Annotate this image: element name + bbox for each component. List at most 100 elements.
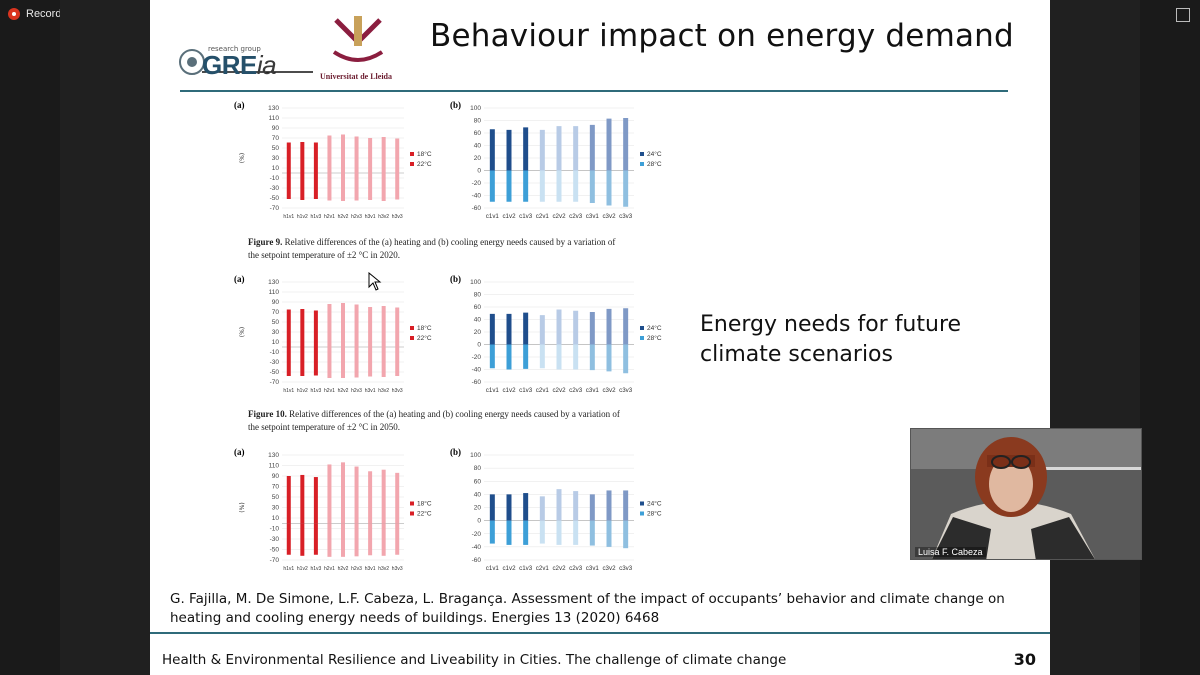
bar-18c-h3v1 xyxy=(368,347,373,377)
bar-18c-h1v2 xyxy=(300,523,305,556)
x-tick-label: h2v1 xyxy=(324,214,335,220)
x-tick-label: h2v3 xyxy=(351,388,362,394)
bar-22c-h1v1 xyxy=(286,309,291,347)
panel-label: (a) xyxy=(234,447,245,457)
bar-22c-h3v3 xyxy=(395,472,400,524)
panel-label: (b) xyxy=(450,100,461,110)
bar-24c-c1v3 xyxy=(523,312,529,345)
y-tick-label: 60 xyxy=(474,130,482,137)
university-name: Universitat de Lleida xyxy=(320,72,392,81)
x-tick-label: h2v2 xyxy=(338,566,349,572)
bar-24c-c1v1 xyxy=(489,313,495,345)
x-tick-label: c1v3 xyxy=(519,565,533,572)
bar-24c-c1v2 xyxy=(506,313,512,345)
x-tick-label: c3v3 xyxy=(619,213,633,220)
header-divider xyxy=(180,90,1008,92)
y-tick-label: 10 xyxy=(272,165,280,172)
x-tick-label: h3v1 xyxy=(365,388,376,394)
y-tick-label: 0 xyxy=(477,518,481,525)
bar-22c-h2v2 xyxy=(341,303,345,347)
x-tick-label: c3v2 xyxy=(602,387,616,394)
bar-22c-h1v2 xyxy=(300,142,305,173)
slide-footer: Health & Environmental Resilience and Li… xyxy=(162,652,787,668)
y-tick-label: 130 xyxy=(268,105,279,112)
bar-28c-c3v2 xyxy=(606,344,612,372)
y-tick-label: -70 xyxy=(270,379,280,386)
bar-18c-h3v3 xyxy=(395,347,400,376)
y-tick-label: 90 xyxy=(272,125,280,132)
bar-18c-h2v3 xyxy=(354,347,359,378)
x-tick-label: c3v1 xyxy=(586,387,600,394)
legend-swatch xyxy=(640,162,644,166)
legend-label: 22°C xyxy=(417,160,432,168)
x-tick-label: h3v2 xyxy=(378,566,389,572)
caption-label: Figure 10. xyxy=(248,409,287,419)
y-tick-label: 80 xyxy=(474,118,482,125)
y-tick-label: 60 xyxy=(474,478,482,485)
x-tick-label: h3v1 xyxy=(365,566,376,572)
y-tick-label: -10 xyxy=(270,349,280,356)
y-tick-label: -50 xyxy=(270,369,280,376)
y-tick-label: -60 xyxy=(472,557,482,564)
y-tick-label: 90 xyxy=(272,473,280,480)
bar-22c-h3v2 xyxy=(381,469,386,524)
x-tick-label: c1v1 xyxy=(486,387,500,394)
bar-22c-h2v1 xyxy=(327,304,332,347)
bar-18c-h3v3 xyxy=(395,523,400,555)
bar-18c-h3v3 xyxy=(395,173,400,200)
y-tick-label: 20 xyxy=(474,505,482,512)
x-tick-label: c3v1 xyxy=(586,213,600,220)
bar-18c-h1v1 xyxy=(286,347,291,376)
participant-video[interactable]: Luisa F. Cabeza xyxy=(910,428,1142,560)
y-tick-label: 100 xyxy=(470,279,481,286)
y-tick-label: -30 xyxy=(270,536,280,543)
bar-24c-c2v3 xyxy=(573,491,579,521)
x-tick-label: h1v2 xyxy=(297,214,308,220)
y-tick-label: 80 xyxy=(474,465,482,472)
x-tick-label: h2v2 xyxy=(338,214,349,220)
bar-24c-c2v3 xyxy=(573,126,579,171)
x-tick-label: h1v1 xyxy=(283,388,294,394)
y-tick-label: -20 xyxy=(472,531,482,538)
bar-28c-c2v3 xyxy=(573,170,579,202)
bar-22c-h3v2 xyxy=(381,306,386,347)
greia-logo xyxy=(179,49,313,75)
bar-18c-h2v2 xyxy=(341,173,345,201)
caption-label: Figure 9. xyxy=(248,237,283,247)
figure-10-caption: Figure 10. Relative differences of the (… xyxy=(248,408,668,434)
x-tick-label: c3v2 xyxy=(602,213,616,220)
bar-22c-h3v3 xyxy=(395,138,400,173)
bar-24c-c1v3 xyxy=(523,127,529,171)
x-tick-label: c1v3 xyxy=(519,213,533,220)
bar-28c-c2v1 xyxy=(539,344,545,369)
energy-text-line2: climate scenarios xyxy=(700,342,893,367)
bar-18c-h2v2 xyxy=(341,523,345,557)
chart-cooling-2080: (b) 100 80 60 40 20 0 -20 -40 -60 c1v1 c1v2 c1v3 c2v1… xyxy=(450,447,662,572)
y-tick-label: 130 xyxy=(268,452,279,459)
x-tick-label: c3v2 xyxy=(602,565,616,572)
x-tick-label: c2v1 xyxy=(536,565,550,572)
bar-18c-h3v2 xyxy=(381,523,386,556)
bar-24c-c2v1 xyxy=(539,129,545,171)
legend-swatch xyxy=(640,152,644,156)
bar-18c-h1v3 xyxy=(313,173,318,199)
x-tick-label: h2v3 xyxy=(351,566,362,572)
fullscreen-icon[interactable] xyxy=(1176,8,1190,22)
presentation-slide: research group GREia Universitat de Llei… xyxy=(150,0,1050,675)
bar-22c-h1v1 xyxy=(286,476,291,524)
bar-22c-h2v1 xyxy=(327,464,332,524)
x-tick-label: h2v2 xyxy=(338,388,349,394)
bar-28c-c3v3 xyxy=(623,344,629,374)
legend-swatch xyxy=(410,162,414,166)
y-tick-label: 110 xyxy=(269,115,280,122)
footer-divider xyxy=(150,632,1050,634)
bar-18c-h2v1 xyxy=(327,347,332,378)
bar-18c-h3v1 xyxy=(368,173,373,200)
bar-28c-c1v1 xyxy=(489,344,495,369)
bar-28c-c1v1 xyxy=(489,520,495,544)
panel-label: (a) xyxy=(234,274,245,284)
bar-24c-c3v1 xyxy=(589,312,595,345)
bar-18c-h1v1 xyxy=(286,173,291,199)
x-tick-label: h3v3 xyxy=(392,566,403,572)
y-tick-label: -20 xyxy=(472,180,482,187)
